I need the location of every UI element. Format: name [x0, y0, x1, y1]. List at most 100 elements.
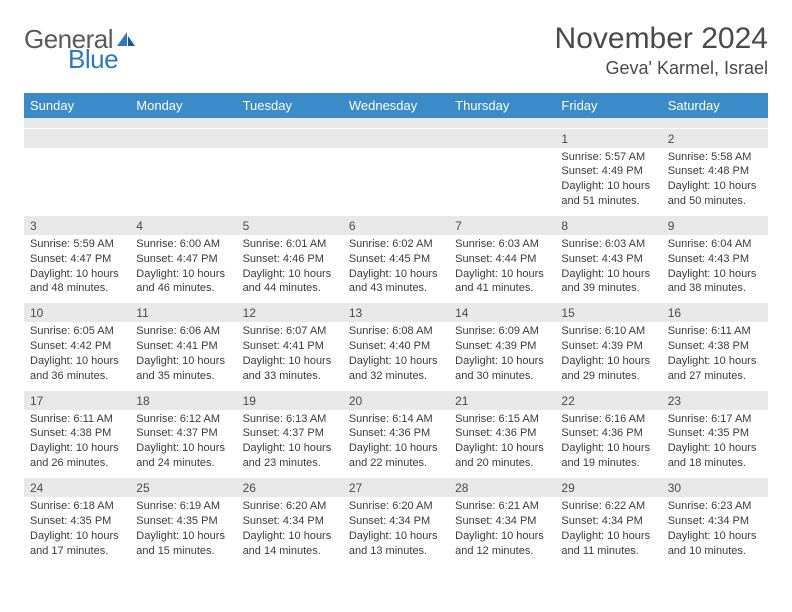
day-number-cell: 18 [130, 390, 236, 410]
day-detail-line: Sunset: 4:46 PM [243, 252, 337, 267]
day-detail-line: Sunset: 4:34 PM [561, 514, 655, 529]
day-detail-cell: Sunrise: 6:20 AMSunset: 4:34 PMDaylight:… [237, 497, 343, 564]
day-number-cell: 6 [343, 215, 449, 235]
day-number-cell: 13 [343, 303, 449, 323]
day-number-cell [237, 128, 343, 148]
day-detail-line: Daylight: 10 hours and 33 minutes. [243, 354, 337, 384]
day-number-cell: 7 [449, 215, 555, 235]
day-detail-line: Sunset: 4:40 PM [349, 339, 443, 354]
day-detail-row: Sunrise: 6:18 AMSunset: 4:35 PMDaylight:… [24, 497, 768, 564]
day-detail-cell: Sunrise: 6:08 AMSunset: 4:40 PMDaylight:… [343, 322, 449, 390]
day-number-cell: 4 [130, 215, 236, 235]
day-number-cell: 28 [449, 478, 555, 498]
day-detail-line: Sunset: 4:35 PM [136, 514, 230, 529]
day-number-cell: 12 [237, 303, 343, 323]
day-number-cell: 27 [343, 478, 449, 498]
day-number-cell: 15 [555, 303, 661, 323]
weekday-header-row: SundayMondayTuesdayWednesdayThursdayFrid… [24, 93, 768, 118]
day-number-cell: 24 [24, 478, 130, 498]
day-number-cell: 11 [130, 303, 236, 323]
weekday-header: Monday [130, 93, 236, 118]
day-detail-line: Daylight: 10 hours and 36 minutes. [30, 354, 124, 384]
day-detail-line: Sunrise: 6:04 AM [668, 237, 762, 252]
day-detail-row: Sunrise: 5:57 AMSunset: 4:49 PMDaylight:… [24, 148, 768, 216]
day-detail-cell: Sunrise: 6:21 AMSunset: 4:34 PMDaylight:… [449, 497, 555, 564]
day-detail-line: Sunset: 4:45 PM [349, 252, 443, 267]
day-detail-cell: Sunrise: 6:19 AMSunset: 4:35 PMDaylight:… [130, 497, 236, 564]
day-detail-line: Sunset: 4:38 PM [30, 426, 124, 441]
day-detail-cell: Sunrise: 6:07 AMSunset: 4:41 PMDaylight:… [237, 322, 343, 390]
day-detail-line: Daylight: 10 hours and 23 minutes. [243, 441, 337, 471]
day-detail-line: Sunset: 4:37 PM [136, 426, 230, 441]
day-detail-line: Daylight: 10 hours and 12 minutes. [455, 529, 549, 559]
weekday-header: Thursday [449, 93, 555, 118]
day-detail-line: Sunrise: 6:20 AM [243, 499, 337, 514]
day-detail-line: Sunrise: 6:12 AM [136, 412, 230, 427]
day-detail-line: Sunset: 4:39 PM [561, 339, 655, 354]
day-detail-line: Sunset: 4:35 PM [668, 426, 762, 441]
day-detail-line: Sunrise: 6:11 AM [668, 324, 762, 339]
day-number-cell: 30 [662, 478, 768, 498]
day-detail-cell: Sunrise: 5:58 AMSunset: 4:48 PMDaylight:… [662, 148, 768, 216]
day-detail-cell: Sunrise: 6:01 AMSunset: 4:46 PMDaylight:… [237, 235, 343, 303]
logo-text-blue: Blue [68, 46, 118, 72]
weekday-header: Wednesday [343, 93, 449, 118]
title-block: November 2024 Geva' Karmel, Israel [555, 22, 768, 79]
day-number-cell [130, 128, 236, 148]
day-detail-line: Daylight: 10 hours and 29 minutes. [561, 354, 655, 384]
day-detail-cell: Sunrise: 6:03 AMSunset: 4:44 PMDaylight:… [449, 235, 555, 303]
day-detail-line: Sunrise: 6:19 AM [136, 499, 230, 514]
day-detail-line: Sunset: 4:38 PM [668, 339, 762, 354]
day-detail-line: Sunrise: 6:06 AM [136, 324, 230, 339]
day-number-cell: 20 [343, 390, 449, 410]
day-detail-line: Daylight: 10 hours and 43 minutes. [349, 267, 443, 297]
day-detail-cell: Sunrise: 6:18 AMSunset: 4:35 PMDaylight:… [24, 497, 130, 564]
day-detail-line: Daylight: 10 hours and 32 minutes. [349, 354, 443, 384]
day-detail-line: Sunrise: 6:08 AM [349, 324, 443, 339]
day-detail-cell: Sunrise: 6:23 AMSunset: 4:34 PMDaylight:… [662, 497, 768, 564]
day-detail-cell [237, 148, 343, 216]
day-detail-line: Sunrise: 6:15 AM [455, 412, 549, 427]
day-detail-line: Sunset: 4:34 PM [349, 514, 443, 529]
day-detail-line: Daylight: 10 hours and 15 minutes. [136, 529, 230, 559]
day-detail-line: Sunrise: 5:57 AM [561, 150, 655, 165]
day-detail-line: Daylight: 10 hours and 18 minutes. [668, 441, 762, 471]
day-detail-line: Sunset: 4:41 PM [243, 339, 337, 354]
day-detail-line: Daylight: 10 hours and 10 minutes. [668, 529, 762, 559]
day-detail-line: Daylight: 10 hours and 41 minutes. [455, 267, 549, 297]
weekday-header: Friday [555, 93, 661, 118]
day-detail-line: Daylight: 10 hours and 17 minutes. [30, 529, 124, 559]
day-number-row: 12 [24, 128, 768, 148]
day-detail-row: Sunrise: 6:11 AMSunset: 4:38 PMDaylight:… [24, 410, 768, 478]
day-detail-cell: Sunrise: 6:11 AMSunset: 4:38 PMDaylight:… [24, 410, 130, 478]
day-detail-line: Sunrise: 6:13 AM [243, 412, 337, 427]
day-detail-line: Sunrise: 5:59 AM [30, 237, 124, 252]
day-detail-cell: Sunrise: 6:11 AMSunset: 4:38 PMDaylight:… [662, 322, 768, 390]
day-detail-line: Sunrise: 5:58 AM [668, 150, 762, 165]
day-detail-line: Daylight: 10 hours and 48 minutes. [30, 267, 124, 297]
day-detail-line: Daylight: 10 hours and 50 minutes. [668, 179, 762, 209]
day-detail-line: Sunrise: 6:17 AM [668, 412, 762, 427]
day-detail-line: Sunrise: 6:00 AM [136, 237, 230, 252]
day-detail-line: Sunrise: 6:01 AM [243, 237, 337, 252]
day-detail-cell: Sunrise: 5:57 AMSunset: 4:49 PMDaylight:… [555, 148, 661, 216]
day-number-cell: 3 [24, 215, 130, 235]
day-detail-line: Daylight: 10 hours and 14 minutes. [243, 529, 337, 559]
day-detail-line: Sunrise: 6:20 AM [349, 499, 443, 514]
day-detail-line: Sunset: 4:34 PM [455, 514, 549, 529]
day-detail-line: Sunrise: 6:14 AM [349, 412, 443, 427]
day-detail-cell: Sunrise: 6:17 AMSunset: 4:35 PMDaylight:… [662, 410, 768, 478]
sail-icon [115, 26, 137, 52]
day-detail-row: Sunrise: 5:59 AMSunset: 4:47 PMDaylight:… [24, 235, 768, 303]
day-detail-cell [24, 148, 130, 216]
day-detail-line: Sunrise: 6:22 AM [561, 499, 655, 514]
day-number-cell: 14 [449, 303, 555, 323]
day-number-cell [449, 128, 555, 148]
day-detail-cell: Sunrise: 6:12 AMSunset: 4:37 PMDaylight:… [130, 410, 236, 478]
day-detail-line: Sunset: 4:42 PM [30, 339, 124, 354]
day-detail-line: Daylight: 10 hours and 35 minutes. [136, 354, 230, 384]
page-header: General Blue November 2024 Geva' Karmel,… [24, 22, 768, 79]
day-detail-line: Daylight: 10 hours and 22 minutes. [349, 441, 443, 471]
day-detail-cell: Sunrise: 6:05 AMSunset: 4:42 PMDaylight:… [24, 322, 130, 390]
day-detail-cell: Sunrise: 6:22 AMSunset: 4:34 PMDaylight:… [555, 497, 661, 564]
